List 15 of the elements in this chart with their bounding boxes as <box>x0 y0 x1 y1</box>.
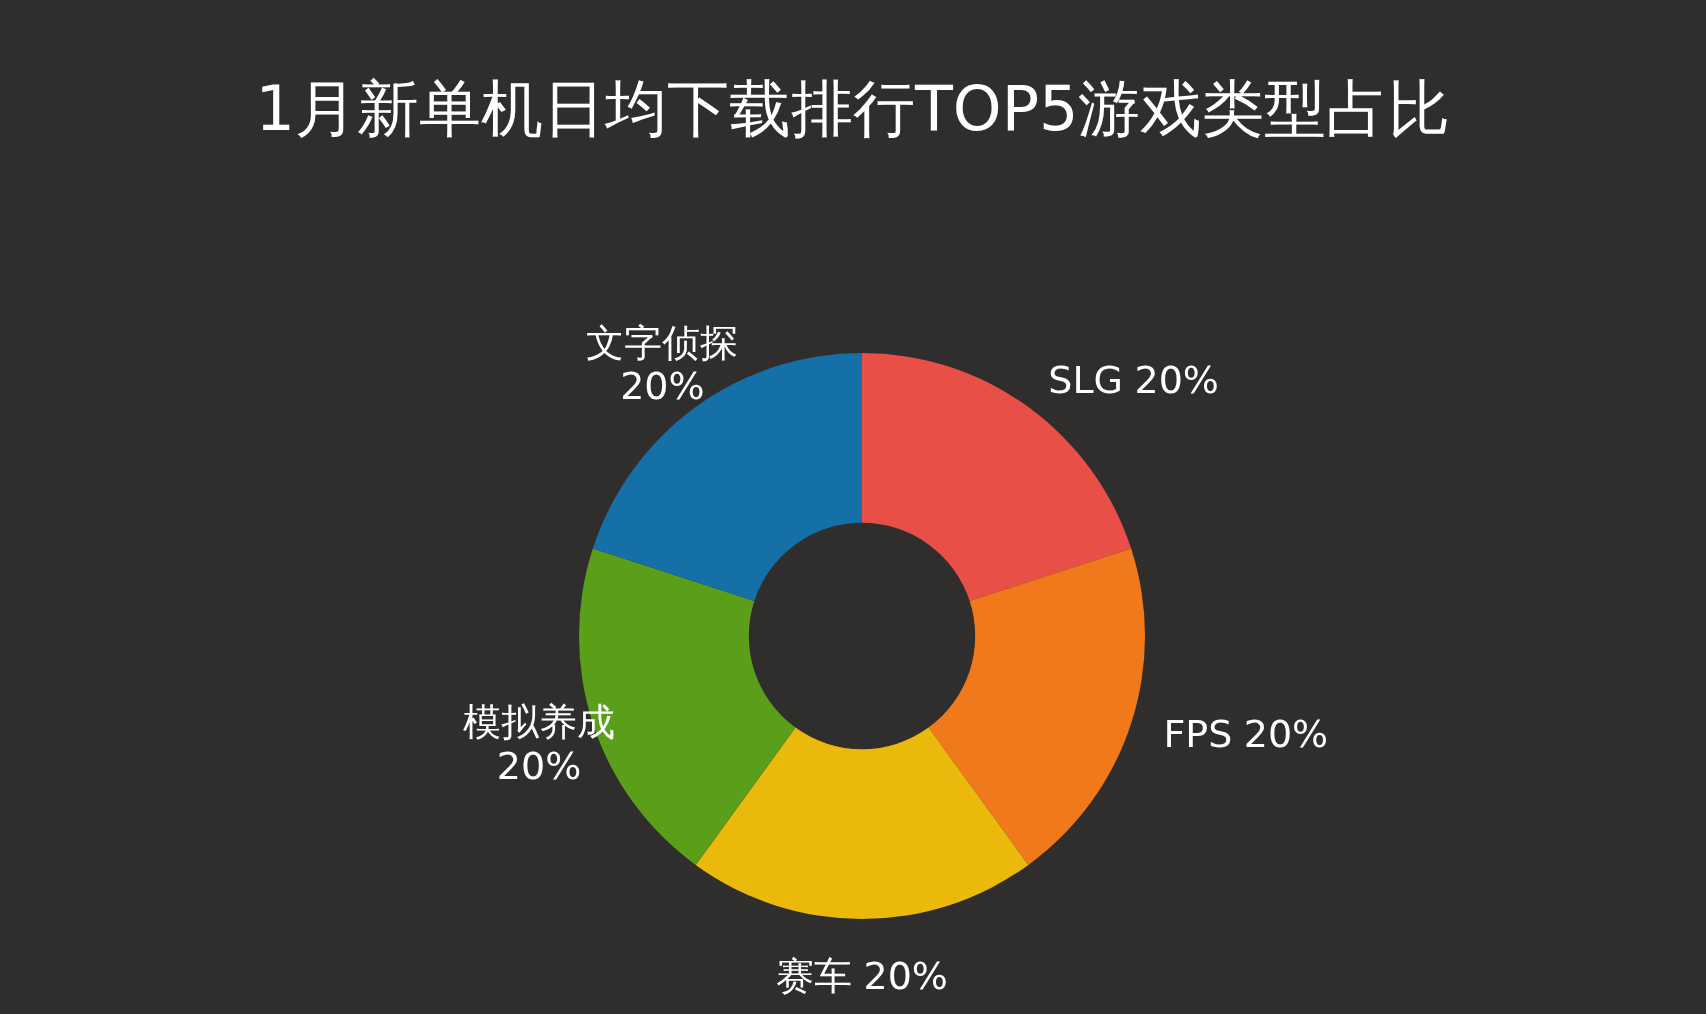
slice-label: SLG <box>1048 357 1124 402</box>
data-label: 20% <box>863 953 948 998</box>
data-label: 20% <box>1243 712 1329 757</box>
data-label: 20% <box>496 743 582 788</box>
donut-slice <box>579 548 796 865</box>
slice-label: 赛车 <box>776 953 853 998</box>
chart-title: 1月新单机日均下载排行TOP5游戏类型占比 <box>255 72 1451 145</box>
data-label: 20% <box>620 364 705 409</box>
donut-slice <box>695 727 1029 919</box>
slice-label: 文字侦探 <box>586 320 739 365</box>
data-label: 20% <box>1134 357 1219 402</box>
donut-slice <box>928 548 1145 865</box>
slice-label: FPS <box>1163 712 1233 757</box>
slice-label: 模拟养成 <box>463 700 616 745</box>
donut-slice <box>862 353 1132 602</box>
